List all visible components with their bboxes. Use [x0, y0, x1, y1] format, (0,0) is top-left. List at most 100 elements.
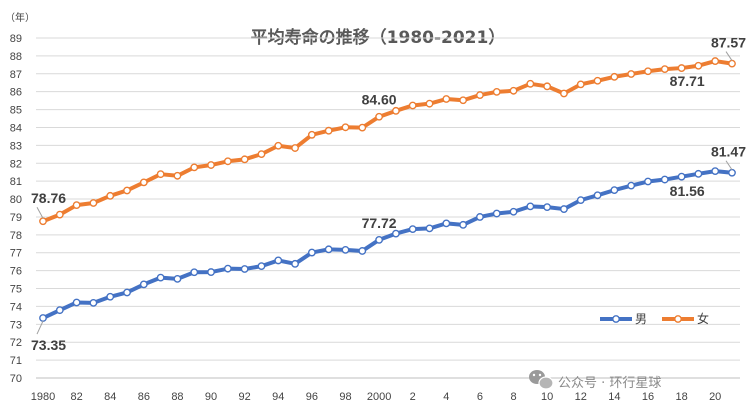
data-label: 81.47 [711, 144, 746, 160]
data-point [207, 161, 215, 169]
data-point [324, 245, 333, 254]
data-point [560, 89, 568, 98]
x-tick-label: 98 [339, 391, 351, 403]
y-tick-label: 88 [10, 51, 22, 63]
data-label: 81.56 [670, 183, 705, 199]
x-tick-label: 10 [541, 391, 553, 403]
data-point [509, 207, 518, 216]
data-point [106, 292, 115, 301]
y-tick-label: 82 [10, 158, 22, 170]
data-point [610, 72, 619, 81]
data-point [307, 130, 316, 139]
data-point [677, 64, 686, 72]
x-tick-label: 4 [443, 391, 449, 403]
data-point [728, 59, 736, 68]
legend-label: 男 [635, 312, 647, 326]
y-tick-label: 80 [10, 194, 22, 206]
series-lines [39, 57, 736, 322]
data-point [358, 123, 367, 132]
series-line [41, 59, 734, 224]
data-point [291, 144, 299, 152]
gridlines [36, 37, 740, 379]
data-point [526, 202, 535, 211]
y-tick-label: 73 [10, 319, 22, 331]
data-point [123, 186, 131, 195]
data-point [72, 298, 81, 307]
data-point [392, 106, 400, 115]
data-point [660, 175, 669, 184]
x-tick-label: 94 [272, 391, 284, 403]
data-label: 78.76 [31, 190, 66, 206]
data-point [425, 224, 434, 233]
data-point [711, 57, 720, 65]
leader-line [36, 207, 44, 219]
y-tick-label: 70 [10, 373, 22, 385]
wechat-icon [529, 370, 554, 390]
data-point [476, 91, 484, 99]
y-tick-label: 75 [10, 284, 22, 296]
data-point [106, 191, 115, 200]
y-unit-label: （年） [5, 11, 35, 24]
y-tick-label: 85 [10, 105, 22, 117]
data-point [139, 178, 148, 187]
data-point [408, 225, 417, 234]
data-point [392, 229, 400, 238]
legend-marker [674, 315, 682, 323]
y-tick-label: 81 [10, 176, 22, 188]
data-point [476, 213, 484, 221]
leader-line [725, 160, 733, 171]
watermark-text: 公众号 · 环行星球 [558, 376, 661, 391]
x-tick-label: 88 [171, 391, 183, 403]
x-tick-label: 86 [138, 391, 150, 403]
data-point [89, 199, 98, 207]
data-label: 84.60 [362, 92, 397, 108]
data-point [711, 167, 720, 176]
x-tick-label: 2000 [367, 391, 391, 403]
data-label: 73.35 [31, 337, 66, 353]
x-tick-label: 6 [477, 391, 483, 403]
x-tick-label: 8 [510, 391, 516, 403]
data-point [459, 220, 468, 229]
y-tick-label: 74 [10, 301, 22, 313]
watermark: 公众号 · 环行星球 [529, 370, 661, 391]
x-tick-label: 14 [608, 391, 620, 403]
data-point [560, 205, 568, 213]
data-label: 77.72 [362, 215, 397, 231]
data-point [324, 126, 333, 135]
data-point [240, 155, 249, 164]
data-point [677, 172, 686, 181]
x-tick-label: 84 [104, 391, 116, 403]
y-tick-label: 71 [10, 355, 22, 367]
data-point [341, 245, 350, 254]
x-tick-label: 92 [239, 391, 251, 403]
data-point [274, 256, 283, 265]
legend: 男女 [600, 311, 709, 326]
data-point [459, 96, 468, 105]
data-point [39, 217, 47, 226]
data-point [257, 262, 266, 271]
y-tick-label: 83 [10, 140, 22, 152]
data-point [660, 65, 669, 74]
y-tick-label: 72 [10, 337, 22, 349]
y-tick-label: 79 [10, 212, 22, 224]
data-point [39, 314, 47, 322]
leader-line [36, 320, 44, 335]
data-point [307, 248, 316, 257]
x-tick-label: 2 [410, 391, 416, 403]
y-tick-label: 84 [10, 122, 22, 134]
data-point [55, 210, 64, 219]
y-tick-label: 78 [10, 230, 22, 242]
data-point [207, 268, 215, 276]
data-point [593, 191, 602, 200]
y-tick-label: 87 [10, 69, 22, 81]
data-point [274, 141, 283, 150]
x-tick-label: 16 [642, 391, 654, 403]
data-point [156, 170, 165, 179]
data-point [341, 123, 350, 132]
x-tick-label: 12 [575, 391, 587, 403]
series-line [41, 169, 734, 321]
data-point [543, 203, 552, 212]
x-tick-label: 20 [709, 391, 721, 403]
data-point [123, 288, 131, 297]
